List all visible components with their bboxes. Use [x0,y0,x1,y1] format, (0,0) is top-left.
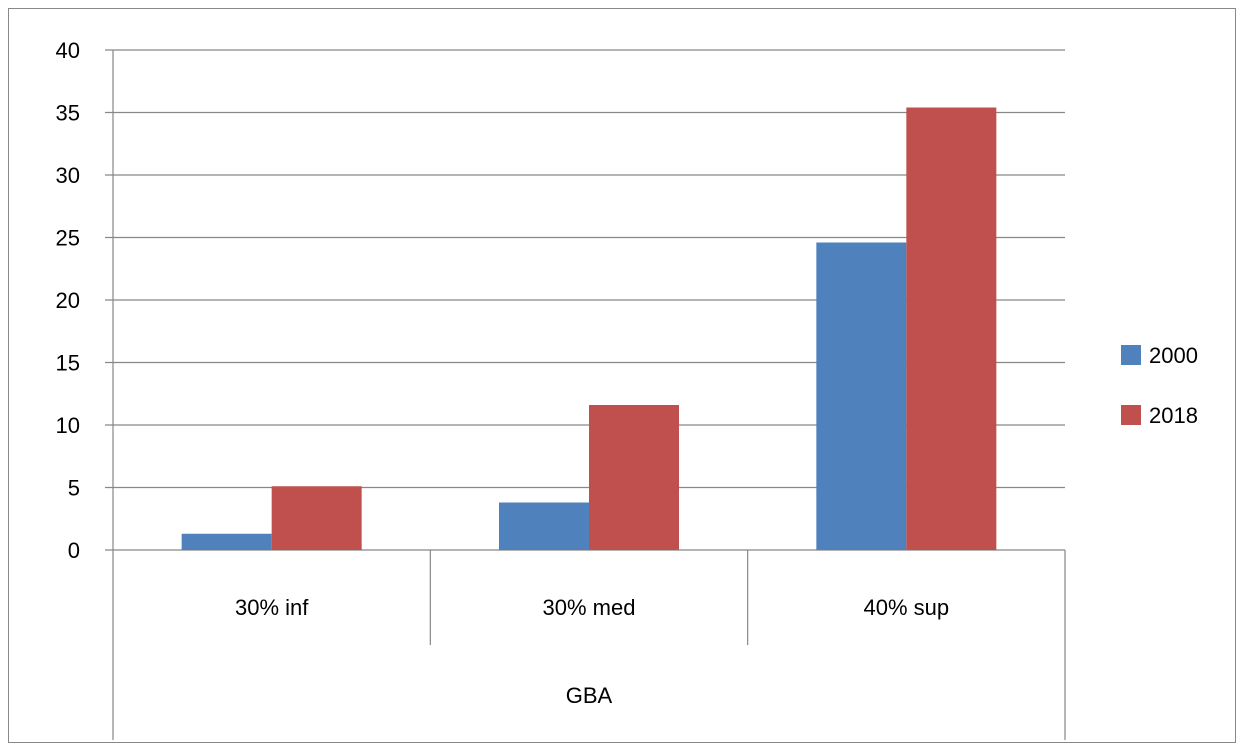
bar-2000-30-med [499,502,589,550]
legend-label-2000: 2000 [1149,343,1198,368]
category-labels: 30% inf 30% med 40% sup [235,595,949,620]
bar-2018-40-sup [906,107,997,550]
bar-2018-30-inf [271,486,362,550]
y-tick-label: 15 [56,351,80,376]
y-tick-label: 40 [56,38,80,63]
legend-swatch-2000 [1121,345,1141,365]
axes [112,50,1066,740]
category-label: 30% inf [235,595,309,620]
y-tick-label: 25 [56,226,80,251]
legend: 2000 2018 [1121,343,1198,428]
legend-swatch-2018 [1121,405,1141,425]
y-tick-label: 5 [68,476,80,501]
category-label: 30% med [543,595,636,620]
y-axis-tick-labels: 0 5 10 15 20 25 30 35 40 [56,38,80,563]
y-tick-label: 20 [56,288,80,313]
group-label: GBA [566,683,613,708]
bar-2000-30-inf [181,533,272,550]
y-tick-label: 0 [68,538,80,563]
bar-2000-40-sup [816,242,907,550]
legend-label-2018: 2018 [1149,403,1198,428]
y-tick-label: 35 [56,101,80,126]
bars [181,107,997,550]
y-tick-label: 30 [56,163,80,188]
bar-2018-30-med [589,405,679,550]
chart-frame [8,8,1236,743]
category-label: 40% sup [864,595,950,620]
y-tick-label: 10 [56,413,80,438]
